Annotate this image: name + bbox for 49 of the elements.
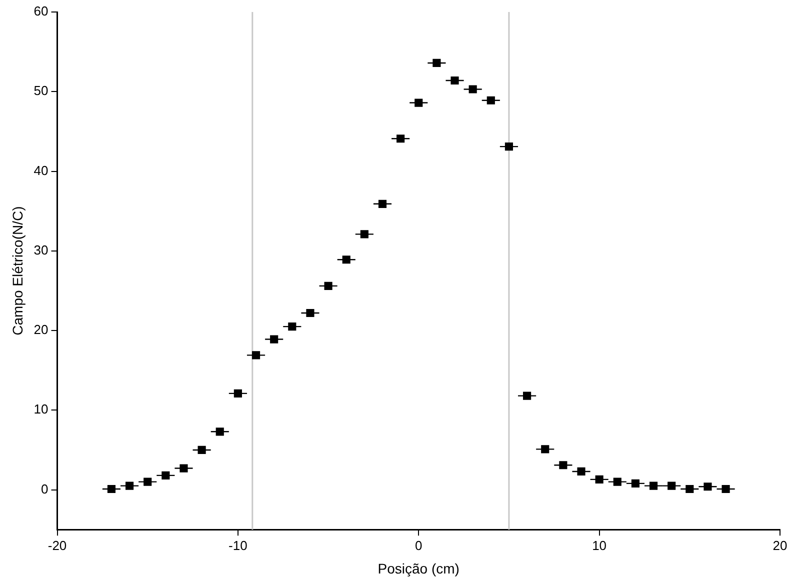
point	[144, 478, 152, 486]
point	[613, 478, 622, 486]
point	[288, 322, 296, 331]
point	[198, 446, 206, 454]
point	[342, 256, 350, 264]
point	[486, 96, 495, 104]
point	[649, 482, 658, 490]
y-tick-label: 60	[34, 4, 48, 19]
y-tick-label: 10	[34, 402, 48, 417]
point	[668, 482, 676, 490]
x-axis-title: Posição (cm)	[378, 560, 460, 576]
x-tick-label: 20	[772, 538, 788, 553]
point	[396, 134, 405, 143]
point	[541, 445, 550, 454]
point	[216, 428, 224, 436]
point	[523, 392, 532, 400]
point	[234, 389, 242, 398]
point	[180, 464, 188, 472]
point	[107, 484, 116, 494]
point	[252, 351, 260, 360]
x-tick-label: 10	[592, 538, 607, 553]
point	[595, 475, 604, 484]
point	[704, 482, 712, 491]
point	[686, 484, 694, 494]
point	[270, 335, 278, 344]
y-tick-label: 20	[34, 322, 48, 338]
point	[468, 85, 477, 94]
point	[378, 200, 387, 208]
point	[414, 98, 423, 107]
point	[162, 471, 170, 480]
y-axis-title: Campo Elétrico(N/C)	[9, 206, 26, 336]
point	[324, 282, 332, 290]
point	[450, 76, 459, 85]
point	[504, 142, 514, 151]
point	[432, 58, 441, 67]
y-tick-label: 30	[34, 242, 48, 258]
point	[360, 230, 368, 238]
y-tick-label: 0	[41, 481, 48, 496]
point	[631, 479, 640, 488]
point	[722, 484, 730, 494]
x-tick-label: -20	[48, 538, 67, 553]
y-tick-label: 50	[34, 83, 48, 98]
x-tick-label: 0	[415, 538, 422, 553]
x-tick-label: -10	[228, 538, 248, 553]
point	[559, 461, 568, 470]
point	[126, 482, 134, 490]
y-tick-label: 40	[34, 162, 48, 178]
point	[577, 467, 586, 476]
point	[306, 308, 314, 318]
